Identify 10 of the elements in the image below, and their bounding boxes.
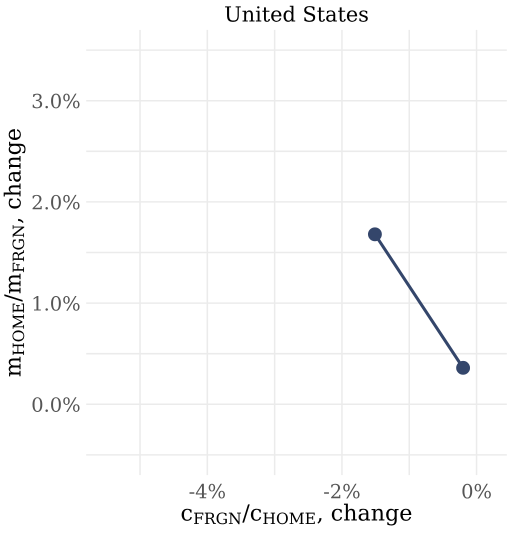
x-tick-label: -2%: [324, 484, 360, 499]
x-axis-title: c$_{FRGN}$/c$_{HOME}$, change: [182, 504, 412, 526]
x-tick-label: -4%: [189, 484, 225, 499]
x-tick-label: 0%: [462, 484, 491, 499]
y-axis-title: m$_{HOME}$/m$_{FRGN}$, change: [4, 129, 26, 376]
y-tick-label: 3.0%: [32, 94, 80, 108]
y-tick-label: 1.0%: [34, 296, 80, 311]
y-tick-label: 2.0%: [32, 194, 80, 210]
chart-title: United States: [225, 6, 368, 22]
y-tick-label: 0.0%: [32, 397, 80, 412]
